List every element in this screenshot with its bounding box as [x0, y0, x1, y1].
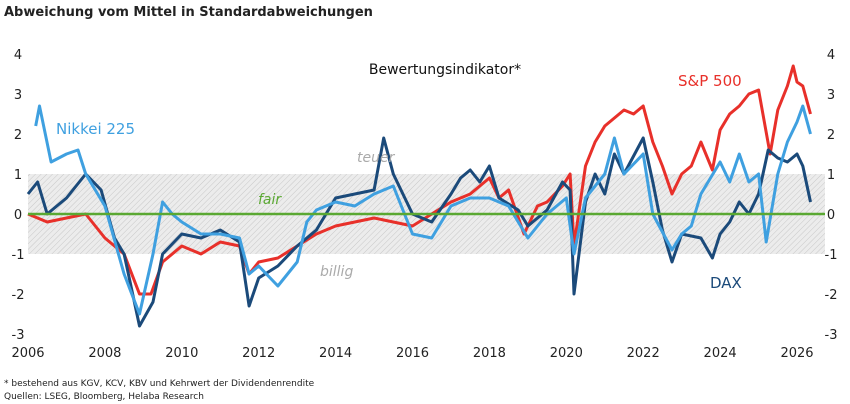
- footnote: * bestehend aus KGV, KCV, KBV und Kehrwe…: [4, 379, 315, 389]
- x-tick: 2008: [88, 346, 121, 361]
- x-tick: 2018: [473, 346, 506, 361]
- x-tick: 2006: [11, 346, 44, 361]
- y-tick-right: 1: [827, 168, 835, 183]
- sources: Quellen: LSEG, Bloomberg, Helaba Researc…: [4, 392, 204, 402]
- legend-sp500: S&P 500: [678, 72, 742, 90]
- x-tick: 2010: [165, 346, 198, 361]
- legend-dax: DAX: [710, 274, 742, 292]
- y-tick-left: -1: [12, 248, 25, 263]
- y-tick-right: -2: [825, 288, 838, 303]
- y-tick-right: 0: [827, 208, 835, 223]
- legend-nikkei: Nikkei 225: [56, 120, 135, 138]
- y-tick-right: 3: [827, 88, 835, 103]
- y-tick-left: 1: [14, 168, 22, 183]
- y-tick-left: -2: [12, 288, 25, 303]
- y-tick-right: -1: [825, 248, 838, 263]
- series-line-nikkei-225: [34, 104, 812, 316]
- y-tick-right: -3: [825, 328, 838, 343]
- y-tick-left: 2: [14, 128, 22, 143]
- band-label-lower: billig: [320, 264, 353, 280]
- y-tick-left: 3: [14, 88, 22, 103]
- y-tick-left: 0: [14, 208, 22, 223]
- series-line-dax: [26, 136, 812, 328]
- x-tick: 2012: [242, 346, 275, 361]
- x-tick: 2014: [319, 346, 352, 361]
- y-tick-left: 4: [14, 48, 22, 63]
- x-tick: 2016: [396, 346, 429, 361]
- band-label-middle: fair: [258, 192, 282, 208]
- x-tick: 2026: [780, 346, 813, 361]
- series-line-s-p-500: [27, 64, 812, 296]
- x-tick: 2022: [627, 346, 660, 361]
- y-tick-left: -3: [12, 328, 25, 343]
- chart-subtitle: Bewertungsindikator*: [369, 62, 521, 78]
- y-tick-right: 2: [827, 128, 835, 143]
- x-tick: 2020: [550, 346, 583, 361]
- x-tick: 2024: [704, 346, 737, 361]
- band-label-upper: teuer: [357, 150, 396, 166]
- chart-title: Abweichung vom Mittel in Standardabweich…: [4, 5, 373, 20]
- y-tick-right: 4: [827, 48, 835, 63]
